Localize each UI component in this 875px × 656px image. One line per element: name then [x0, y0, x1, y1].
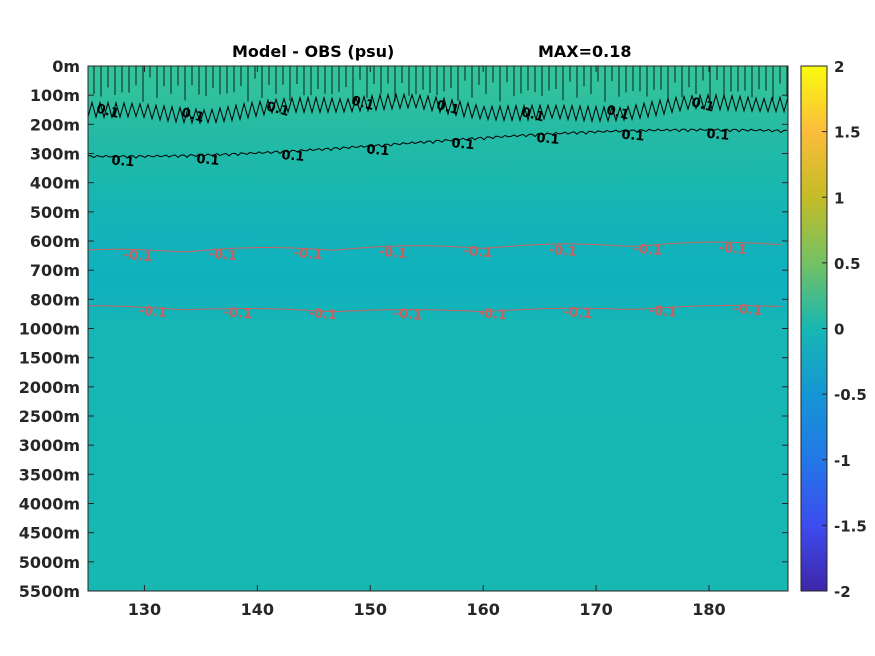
contour-label: 0.1 [265, 99, 291, 119]
contour-label: -0.1 [138, 304, 168, 321]
x-tick-label: 130 [128, 600, 161, 619]
x-tick-label: 150 [354, 600, 387, 619]
surface-contour [93, 66, 788, 102]
max-annotation: MAX=0.18 [538, 42, 632, 61]
x-axis: 130 140 150 160 170 180 [128, 66, 726, 619]
contour-label: 0.1 [621, 128, 645, 145]
y-tick-label: 2500m [19, 407, 80, 426]
contour-label: 0.1 [111, 153, 135, 170]
y-tick-label: 4500m [19, 524, 80, 543]
contour-label: -0.1 [293, 246, 323, 263]
x-tick-label: 140 [241, 600, 274, 619]
contour-label: -0.1 [718, 241, 748, 258]
contour-line [87, 92, 789, 125]
contour-label: -0.1 [548, 243, 578, 260]
colorbar-tick-label: 0.5 [834, 255, 861, 273]
colorbar-tick-label: -0.5 [834, 386, 867, 404]
contour-label: 0.1 [196, 152, 220, 169]
y-tick-label: 0m [52, 57, 80, 76]
y-tick-label: 400m [30, 174, 80, 193]
colorbar-tick-label: -1 [834, 452, 851, 470]
y-tick-label: 700m [30, 261, 80, 280]
contour-line [87, 128, 788, 159]
y-tick-label: 4000m [19, 495, 80, 514]
contour-label: -0.1 [123, 248, 153, 265]
y-tick-label: 5000m [19, 553, 80, 572]
colorbar-tick-label: 0 [834, 321, 844, 339]
y-tick-label: 600m [30, 232, 80, 251]
colorbar-tick-label: -2 [834, 583, 851, 601]
y-tick-label: 100m [30, 86, 80, 105]
colorbar-tick-label: 1.5 [834, 124, 861, 142]
contour-label: 0.1 [690, 95, 716, 115]
contour-label: 0.1 [180, 105, 206, 125]
y-tick-label: 300m [30, 145, 80, 164]
contour-label: -0.1 [463, 244, 493, 261]
contour-label: 0.1 [435, 98, 461, 118]
y-tick-label: 1500m [19, 349, 80, 368]
contour-label: 0.1 [281, 148, 305, 165]
x-tick-label: 160 [466, 600, 499, 619]
contour-label: 0.1 [366, 142, 390, 159]
y-tick-label: 1000m [19, 320, 80, 339]
contour-label: 0.1 [350, 94, 376, 114]
contour-label: -0.1 [393, 306, 423, 323]
contour-label: 0.1 [451, 136, 475, 153]
y-tick-label: 200m [30, 115, 80, 134]
y-tick-label: 3000m [19, 436, 80, 455]
contour-label: -0.1 [648, 303, 678, 320]
y-tick-label: 3500m [19, 465, 80, 484]
contour-label: -0.1 [733, 302, 763, 319]
contour-line [87, 241, 782, 253]
colorbar-axis: 2 1.5 1 0.5 0 -0.5 -1 -1.5 -2 [822, 58, 867, 601]
y-tick-label: 5500m [19, 582, 80, 601]
chart-title: Model - OBS (psu) [232, 42, 395, 61]
y-tick-label: 2000m [19, 378, 80, 397]
contour-line [88, 305, 782, 313]
contour-label: -0.1 [208, 247, 238, 264]
contour-label: -0.1 [308, 306, 338, 323]
contour-label: 0.1 [95, 101, 121, 121]
contour-label: -0.1 [563, 305, 593, 322]
contour-label: 0.1 [536, 131, 560, 148]
contour-label: -0.1 [223, 305, 253, 322]
x-tick-label: 170 [579, 600, 612, 619]
colorbar-tick-label: 2 [834, 58, 844, 76]
x-tick-label: 180 [692, 600, 725, 619]
y-axis: 0m 100m 200m 300m 400m 500m 600m 700m 800m 1000m 1… [19, 57, 788, 601]
contour-label: 0.1 [605, 103, 631, 123]
contour-label: 0.1 [706, 127, 730, 144]
contour-label: 0.1 [520, 105, 546, 125]
colorbar-tick-label: 1 [834, 189, 844, 207]
contour-label: -0.1 [633, 242, 663, 259]
y-tick-label: 500m [30, 203, 80, 222]
y-tick-label: 800m [30, 290, 80, 309]
plot-area [88, 66, 788, 591]
contour-label: -0.1 [378, 245, 408, 262]
contour-label: -0.1 [478, 306, 508, 323]
contour-layer: 0.1 0.1 0.1 0.1 0.1 0.1 0.1 0.1 0.1 0.1 0.1 0.1 0.1 0… [87, 66, 789, 324]
colorbar-tick-label: -1.5 [834, 517, 867, 535]
